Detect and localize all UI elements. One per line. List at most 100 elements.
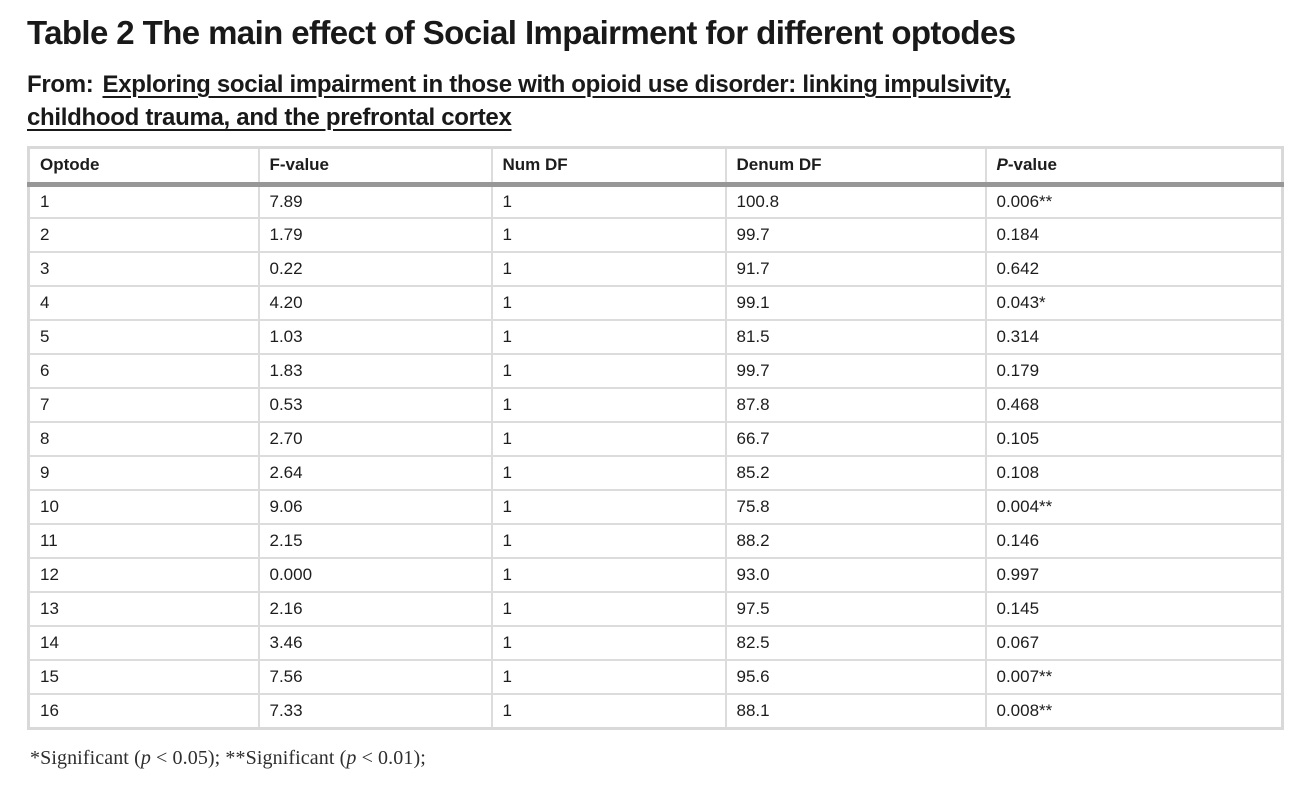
- table-cell: 66.7: [724, 421, 987, 458]
- column-header: Num DF: [490, 146, 727, 187]
- footnote-italic-p: p: [346, 746, 357, 769]
- table-cell: 0.184: [984, 217, 1284, 254]
- footnote-text: < 0.01);: [356, 746, 426, 769]
- table-row: 9 2.64 1 85.2 0.108: [27, 455, 1284, 492]
- table-cell: 0.22: [257, 251, 493, 288]
- table-cell: 2.64: [257, 455, 493, 492]
- table-cell: 0.008**: [984, 693, 1284, 730]
- table-row: 11 2.15 1 88.2 0.146: [27, 523, 1284, 560]
- table-cell: 1.83: [257, 353, 493, 390]
- table-row: 15 7.56 1 95.6 0.007**: [27, 659, 1284, 696]
- table-cell: 1: [490, 353, 727, 390]
- table-row: 5 1.03 1 81.5 0.314: [27, 319, 1284, 356]
- table-cell: 13: [27, 591, 260, 628]
- table-row: 4 4.20 1 99.1 0.043*: [27, 285, 1284, 322]
- page-title: Table 2 The main effect of Social Impair…: [27, 14, 1016, 51]
- table-cell: 4: [27, 285, 260, 322]
- table-cell: 1: [490, 489, 727, 526]
- table-cell: 95.6: [724, 659, 987, 696]
- table-cell: 0.53: [257, 387, 493, 424]
- table-cell: 9: [27, 455, 260, 492]
- optode-table: Optode F-value Num DF Denum DF P-value 1 7.89…: [27, 145, 1284, 730]
- significance-footnote: *Significant (p < 0.05); **Significant (…: [30, 747, 1281, 770]
- table-cell: 0.105: [984, 421, 1284, 458]
- table-cell: 10: [27, 489, 260, 526]
- table-cell: 0.108: [984, 455, 1284, 492]
- table-row: 14 3.46 1 82.5 0.067: [27, 625, 1284, 662]
- table-cell: 1: [490, 421, 727, 458]
- table-cell: 1.79: [257, 217, 493, 254]
- column-header: Optode: [27, 146, 260, 187]
- article-link-line1: Exploring social impairment in those wit…: [102, 70, 1011, 98]
- table-cell: 1: [490, 591, 727, 628]
- table-cell: 2.70: [257, 421, 493, 458]
- table-cell: 7: [27, 387, 260, 424]
- table-cell: 99.1: [724, 285, 987, 322]
- table-cell: 87.8: [724, 387, 987, 424]
- table-cell: 1: [490, 523, 727, 560]
- table-cell: 1: [490, 659, 727, 696]
- table-cell: 0.004**: [984, 489, 1284, 526]
- table-cell: 0.146: [984, 523, 1284, 560]
- table-row: 1 7.89 1 100.8 0.006**: [27, 183, 1284, 220]
- article-link-line2: childhood trauma, and the prefrontal cor…: [27, 103, 512, 131]
- footnote-text: *Significant (: [30, 746, 141, 769]
- table-cell: 0.000: [257, 557, 493, 594]
- table-row: 12 0.000 1 93.0 0.997: [27, 557, 1284, 594]
- table-row: 8 2.70 1 66.7 0.105: [27, 421, 1284, 458]
- table-cell: 1: [490, 251, 727, 288]
- table-cell: 2.15: [257, 523, 493, 560]
- table-cell: 11: [27, 523, 260, 560]
- table-cell: 7.56: [257, 659, 493, 696]
- table-row: 7 0.53 1 87.8 0.468: [27, 387, 1284, 424]
- table-cell: 1: [490, 693, 727, 730]
- table-cell: 7.33: [257, 693, 493, 730]
- table-cell: 0.468: [984, 387, 1284, 424]
- table-cell: 0.179: [984, 353, 1284, 390]
- table-row: 6 1.83 1 99.7 0.179: [27, 353, 1284, 390]
- table-cell: 8: [27, 421, 260, 458]
- table-cell: 97.5: [724, 591, 987, 628]
- table-cell: 1: [490, 217, 727, 254]
- table-cell: 1: [490, 387, 727, 424]
- table-cell: 99.7: [724, 217, 987, 254]
- table-cell: 12: [27, 557, 260, 594]
- table-cell: 7.89: [257, 183, 493, 220]
- table-cell: 1: [490, 625, 727, 662]
- table-cell: 2.16: [257, 591, 493, 628]
- table-row: 13 2.16 1 97.5 0.145: [27, 591, 1284, 628]
- article-link[interactable]: Exploring social impairment in those wit…: [27, 71, 1011, 131]
- table-cell: 1: [27, 183, 260, 220]
- table-cell: 0.006**: [984, 183, 1284, 220]
- table-cell: 88.2: [724, 523, 987, 560]
- table-row: 3 0.22 1 91.7 0.642: [27, 251, 1284, 288]
- table-cell: 9.06: [257, 489, 493, 526]
- table-page: Table 2 The main effect of Social Impair…: [27, 14, 1284, 770]
- table-cell: 0.642: [984, 251, 1284, 288]
- table-cell: 1.03: [257, 319, 493, 356]
- table-cell: 4.20: [257, 285, 493, 322]
- table-cell: 99.7: [724, 353, 987, 390]
- table-cell: 0.007**: [984, 659, 1284, 696]
- footnote-italic-p: p: [140, 746, 151, 769]
- table-cell: 85.2: [724, 455, 987, 492]
- table-cell: 16: [27, 693, 260, 730]
- table-header-row: Optode F-value Num DF Denum DF P-value: [27, 146, 1284, 187]
- table-cell: 5: [27, 319, 260, 356]
- table-cell: 100.8: [724, 183, 987, 220]
- table-cell: 1: [490, 455, 727, 492]
- table-cell: 14: [27, 625, 260, 662]
- table-cell: 0.043*: [984, 285, 1284, 322]
- table-row: 16 7.33 1 88.1 0.008**: [27, 693, 1284, 730]
- table-row: 2 1.79 1 99.7 0.184: [27, 217, 1284, 254]
- column-header: Denum DF: [724, 146, 987, 187]
- footnote-text: < 0.05); **Significant (: [150, 746, 347, 769]
- table-cell: 15: [27, 659, 260, 696]
- table-cell: 2: [27, 217, 260, 254]
- table-cell: 1: [490, 285, 727, 322]
- column-header: F-value: [257, 146, 493, 187]
- table-cell: 1: [490, 557, 727, 594]
- table-cell: 93.0: [724, 557, 987, 594]
- table-cell: 3: [27, 251, 260, 288]
- column-header: P-value: [984, 146, 1284, 187]
